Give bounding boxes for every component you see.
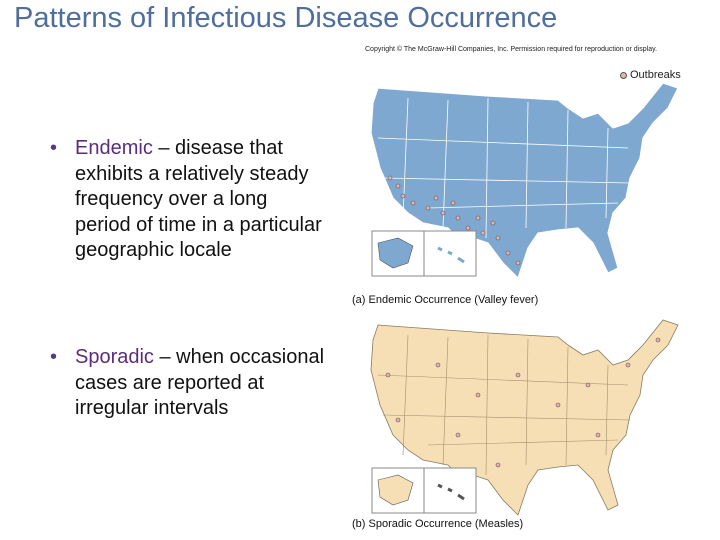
- bullet-text: – when occasional cases are reported at …: [75, 346, 325, 419]
- bullet-mark: •: [50, 137, 58, 159]
- bullet-term: Endemic: [75, 137, 153, 159]
- map-shape: [370, 82, 679, 280]
- sporadic-map: [370, 319, 679, 516]
- bullet-body: Sporadic – when occasional cases are rep…: [75, 345, 325, 422]
- caption-label: (b): [352, 518, 366, 530]
- bullet-mark: •: [50, 346, 58, 368]
- caption-text: Sporadic Occurrence (Measles): [368, 518, 524, 530]
- bullet-body: Endemic – disease that exhibits a relati…: [75, 136, 325, 264]
- map-shape: [370, 319, 679, 516]
- bullet: • Sporadic – when occasional cases are r…: [50, 345, 325, 422]
- slide-title: Patterns of Infectious Disease Occurrenc…: [14, 2, 558, 34]
- caption-text: Endemic Occurrence (Valley fever): [368, 294, 539, 306]
- endemic-map: [370, 82, 679, 280]
- caption-label: (a): [352, 294, 366, 306]
- legend-label: Outbreaks: [630, 69, 681, 81]
- copyright: Copyright © The McGraw-Hill Companies, I…: [365, 46, 658, 53]
- bullet-text: – disease that exhibits a relatively ste…: [75, 137, 322, 261]
- bullet-term: Sporadic: [75, 346, 154, 368]
- map-caption: (b) Sporadic Occurrence (Measles): [352, 518, 523, 530]
- legend-dot: [620, 71, 627, 79]
- map-caption: (a) Endemic Occurrence (Valley fever): [352, 294, 538, 306]
- legend: Outbreaks: [620, 69, 681, 81]
- bullet: • Endemic – disease that exhibits a rela…: [50, 136, 325, 264]
